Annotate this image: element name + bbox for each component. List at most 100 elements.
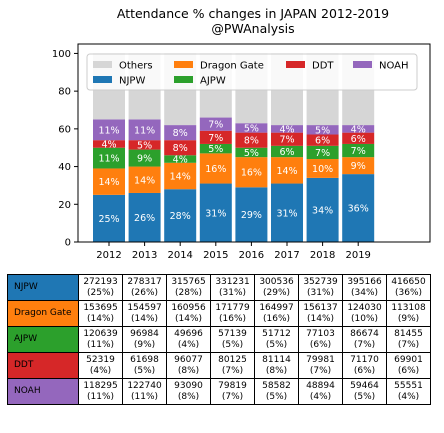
table-row-header: DDT <box>7 352 79 379</box>
table-cell: 52319 (4%) <box>78 352 123 379</box>
bar-label: 6% <box>279 147 294 158</box>
bar-label: 14% <box>276 166 297 177</box>
bar-label: 5% <box>244 148 259 159</box>
table-cell: 79819 (7%) <box>210 378 255 405</box>
bar-njpw <box>271 183 303 242</box>
bar-label: 8% <box>244 136 259 147</box>
bar-label: 14% <box>170 172 191 183</box>
bar-label: 7% <box>208 120 223 131</box>
table-cell: 59464 (5%) <box>342 378 387 405</box>
table-cell: 154597 (14%) <box>122 300 167 327</box>
bar-dragon-gate <box>93 168 125 195</box>
bar-label: 16% <box>241 168 262 179</box>
x-tick-label: 2016 <box>239 250 264 261</box>
table-cell: 156137 (14%) <box>298 300 343 327</box>
bar-label: 9% <box>137 154 152 165</box>
y-tick-label: 40 <box>58 162 71 173</box>
bar-label: 5% <box>315 125 330 136</box>
table-cell: 49696 (4%) <box>166 326 211 353</box>
x-tick-label: 2019 <box>345 250 370 261</box>
table-row: DDT 52319 (4%) 61698 (5%) 96077 (8%) 80125 (7%) 8… <box>7 352 431 379</box>
data-table-body: NJPW 272193 (25%) 278317 (26%) 315765 (28%) 331… <box>7 274 431 405</box>
legend-label: DDT <box>312 61 334 72</box>
table-cell: 153695 (14%) <box>78 300 123 327</box>
bar-noah <box>235 123 268 133</box>
x-tick-label: 2017 <box>274 250 299 261</box>
bar-label: 7% <box>208 133 223 144</box>
bar-dragon-gate <box>235 157 268 188</box>
bar-label: 11% <box>98 154 119 165</box>
table-cell: 69901 (6%) <box>386 352 431 379</box>
table-cell: 96077 (8%) <box>166 352 211 379</box>
table-cell: 81114 (8%) <box>254 352 299 379</box>
bar-label: 31% <box>276 208 297 219</box>
bar-label: 8% <box>173 128 188 139</box>
y-tick-label: 80 <box>58 87 71 98</box>
table-row: AJPW 120639 (11%) 96984 (9%) 49696 (4%) 57139 (5… <box>7 326 431 353</box>
table-cell: 51712 (5%) <box>254 326 299 353</box>
bar-njpw <box>342 174 375 242</box>
table-cell: 395166 (34%) <box>342 274 387 301</box>
legend-swatch <box>174 61 193 68</box>
table-cell: 61698 (5%) <box>122 352 167 379</box>
bar-label: 16% <box>205 164 226 175</box>
bar-label: 7% <box>315 148 330 159</box>
bar-dragon-gate <box>342 157 375 175</box>
y-tick-label: 100 <box>52 49 71 60</box>
table-row-header: NJPW <box>7 274 79 301</box>
bar-ajpw <box>271 145 303 158</box>
bar-label: 8% <box>173 143 188 154</box>
table-cell: 122740 (11%) <box>122 378 167 405</box>
bar-ajpw <box>93 147 125 169</box>
table-cell: 81455 (7%) <box>386 326 431 353</box>
bar-label: 11% <box>98 125 119 136</box>
bar-njpw <box>199 183 232 242</box>
bar-dragon-gate <box>199 153 232 184</box>
x-tick-label: 2012 <box>96 250 121 261</box>
bar-ddt <box>271 132 303 146</box>
bar-label: 26% <box>134 213 155 224</box>
bar-label: 4% <box>279 124 294 135</box>
table-cell: 416650 (36%) <box>386 274 431 301</box>
x-tick-label: 2014 <box>167 250 192 261</box>
bar-ajpw <box>342 143 375 158</box>
legend-label: Others <box>119 61 153 72</box>
bar-ajpw <box>164 155 197 163</box>
bar-label: 7% <box>279 135 294 146</box>
bar-label: 25% <box>98 214 119 225</box>
bar-ddt <box>306 134 339 146</box>
x-tick-label: 2015 <box>203 250 228 261</box>
bar-label: 36% <box>348 204 369 215</box>
bar-label: 5% <box>137 140 152 151</box>
bar-ddt <box>235 132 268 148</box>
legend-label: NJPW <box>119 76 145 87</box>
y-axis: 0 20 40 60 80 100 <box>52 49 78 249</box>
bar-ajpw <box>199 143 232 154</box>
data-table: NJPW 272193 (25%) 278317 (26%) 315765 (28%) 331… <box>7 274 431 405</box>
x-axis: 2012 2013 2014 2015 2016 2017 2018 2019 <box>96 242 371 261</box>
bar-noah <box>93 119 125 141</box>
bar-njpw <box>93 194 125 242</box>
table-cell: 58582 (5%) <box>254 378 299 405</box>
bar-label: 34% <box>312 205 333 216</box>
bar-noah <box>342 125 375 133</box>
table-cell: 96984 (9%) <box>122 326 167 353</box>
bar-label: 11% <box>134 125 155 136</box>
bar-label: 6% <box>315 136 330 147</box>
bar-ddt <box>164 140 197 156</box>
bar-ajpw <box>128 149 161 167</box>
bar-label: 10% <box>312 164 333 175</box>
chart-title-line1: Attendance % changes in JAPAN 2012-2019 <box>117 6 389 21</box>
table-row-header: Dragon Gate <box>7 300 79 327</box>
legend-swatch <box>353 61 372 68</box>
table-row: Dragon Gate 153695 (14%) 154597 (14%) 160956(… <box>7 300 431 327</box>
legend: Others Dragon Gate DDT NOAH NJPW AJPW <box>86 53 418 91</box>
table-cell: 278317 (26%) <box>122 274 167 301</box>
table-cell: 71170 (6%) <box>342 352 387 379</box>
bar-noah <box>271 125 303 133</box>
legend-box <box>86 53 418 91</box>
table-cell: 120639 (11%) <box>78 326 123 353</box>
bar-label: 5% <box>208 144 223 155</box>
y-tick-label: 20 <box>58 200 71 211</box>
bar-label: 31% <box>205 208 226 219</box>
